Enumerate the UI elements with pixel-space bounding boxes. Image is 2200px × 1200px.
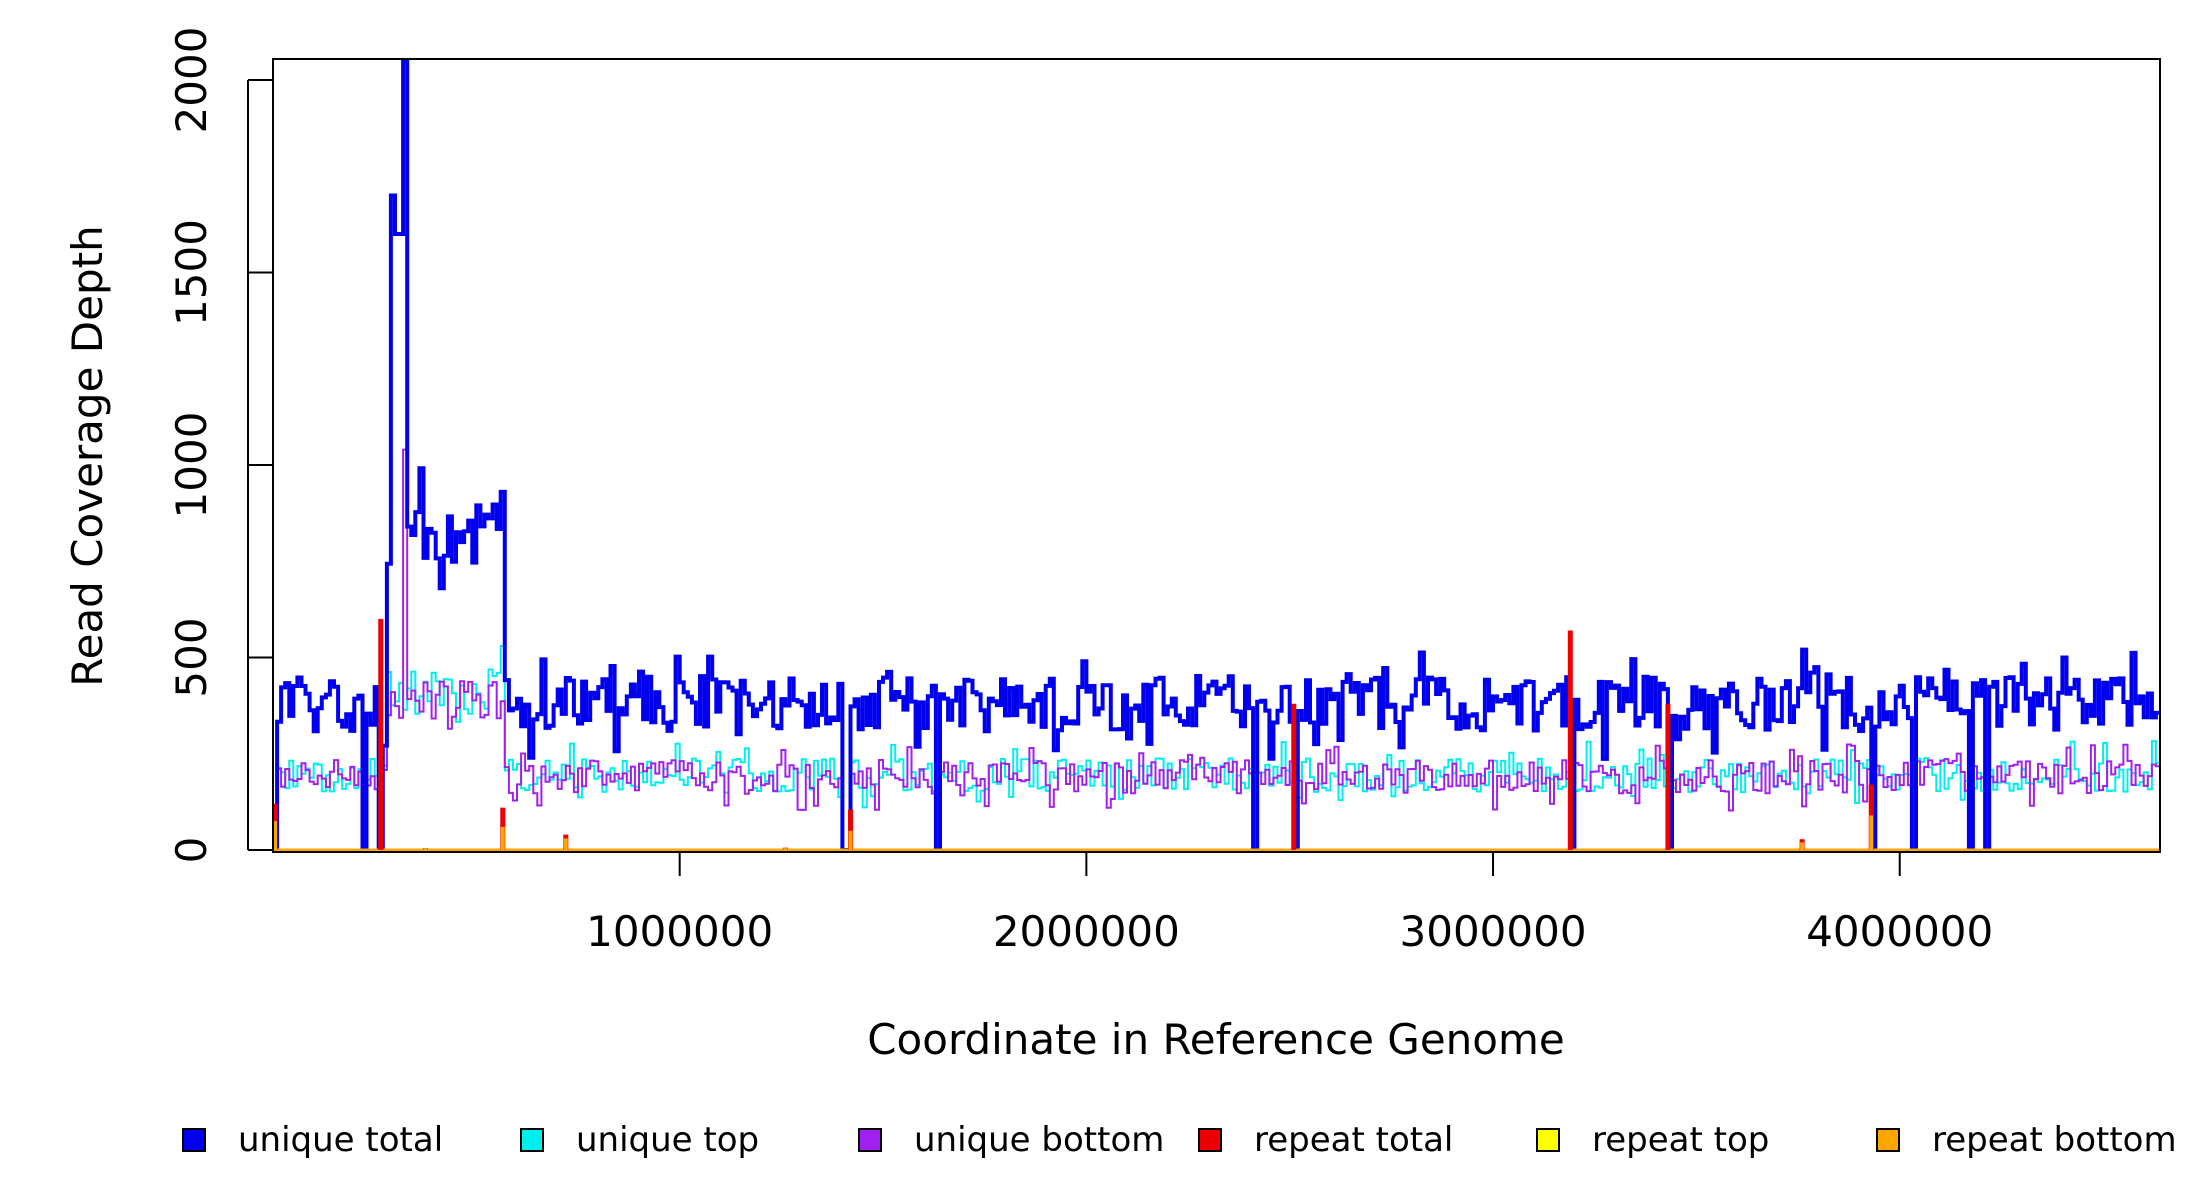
- y-tick-label: 500: [167, 617, 216, 697]
- x-tick-label: 2000000: [993, 907, 1180, 956]
- legend-item-unique-top: unique top: [520, 1118, 759, 1162]
- y-tick-label: 2000: [167, 27, 216, 134]
- legend-swatch: [1876, 1128, 1900, 1152]
- legend-item-repeat-top: repeat top: [1536, 1118, 1769, 1162]
- legend-swatch: [182, 1128, 206, 1152]
- y-axis: 0 500 1000 1500 2000: [167, 27, 273, 864]
- legend-label: repeat total: [1254, 1120, 1454, 1160]
- legend-item-repeat-bottom: repeat bottom: [1876, 1118, 2177, 1162]
- series-unique-bottom: [273, 448, 2160, 851]
- legend-swatch: [520, 1128, 544, 1152]
- legend-label: repeat bottom: [1932, 1120, 2177, 1160]
- y-axis-label: Read Coverage Depth: [63, 225, 112, 686]
- x-axis-label: Coordinate in Reference Genome: [867, 1015, 1565, 1064]
- x-tick-label: 1000000: [586, 907, 773, 956]
- x-axis: 1000000 2000000 3000000 4000000: [586, 851, 1993, 956]
- legend-swatch: [1536, 1128, 1560, 1152]
- legend-swatch: [858, 1128, 882, 1152]
- series-layer: [272, 58, 2160, 852]
- series-unique-total: [273, 58, 2160, 852]
- legend-label: repeat top: [1592, 1120, 1770, 1160]
- legend-item-repeat-total: repeat total: [1198, 1118, 1453, 1162]
- legend-item-unique-total: unique total: [182, 1118, 443, 1162]
- y-tick-label: 0: [167, 837, 216, 864]
- legend-label: unique top: [576, 1120, 760, 1160]
- x-tick-label: 3000000: [1400, 907, 1587, 956]
- legend-label: unique total: [238, 1120, 444, 1160]
- legend: unique total unique top unique bottom re…: [182, 1118, 2192, 1178]
- legend-label: unique bottom: [914, 1120, 1165, 1160]
- legend-swatch: [1198, 1128, 1222, 1152]
- y-tick-label: 1000: [167, 412, 216, 519]
- x-tick-label: 4000000: [1806, 907, 1993, 956]
- legend-item-unique-bottom: unique bottom: [858, 1118, 1164, 1162]
- y-tick-label: 1500: [167, 219, 216, 326]
